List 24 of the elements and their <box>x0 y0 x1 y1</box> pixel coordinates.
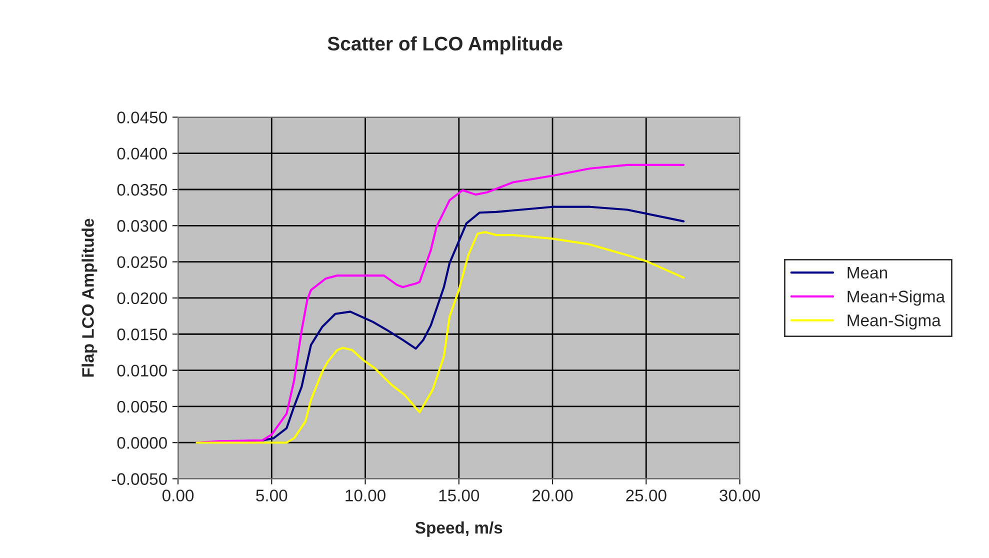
x-tick-label: 0.00 <box>162 490 194 502</box>
x-tick-label: 20.00 <box>532 490 573 502</box>
legend-label: Mean <box>848 266 887 279</box>
x-tick-label: 30.00 <box>720 490 760 502</box>
y-tick-label: 0.0150 <box>117 328 167 340</box>
y-tick-label: 0.0000 <box>117 437 167 449</box>
y-axis-title: Flap LCO Amplitude <box>82 218 98 377</box>
x-tick-label: 15.00 <box>439 490 480 502</box>
x-axis-title: Speed, m/s <box>415 521 502 537</box>
y-tick-label: 0.0100 <box>117 364 167 376</box>
x-tick-label: 25.00 <box>626 490 666 502</box>
y-tick-label: 0.0050 <box>117 400 167 413</box>
y-tick-label: 0.0450 <box>117 112 167 124</box>
y-tick-label: 0.0200 <box>117 292 167 304</box>
y-tick-label: 0.0250 <box>117 256 167 268</box>
legend-label: Mean+Sigma <box>848 290 946 306</box>
x-tick-label: 10.00 <box>346 490 386 502</box>
y-tick-label: 0.0350 <box>117 184 167 196</box>
y-tick-label: 0.0400 <box>117 148 167 160</box>
y-tick-label: -0.0050 <box>112 473 167 485</box>
x-tick-label: 5.00 <box>256 490 288 502</box>
chart-title: Scatter of LCO Amplitude <box>328 36 562 54</box>
legend-label: Mean-Sigma <box>848 314 941 330</box>
y-tick-label: 0.0300 <box>117 220 167 232</box>
